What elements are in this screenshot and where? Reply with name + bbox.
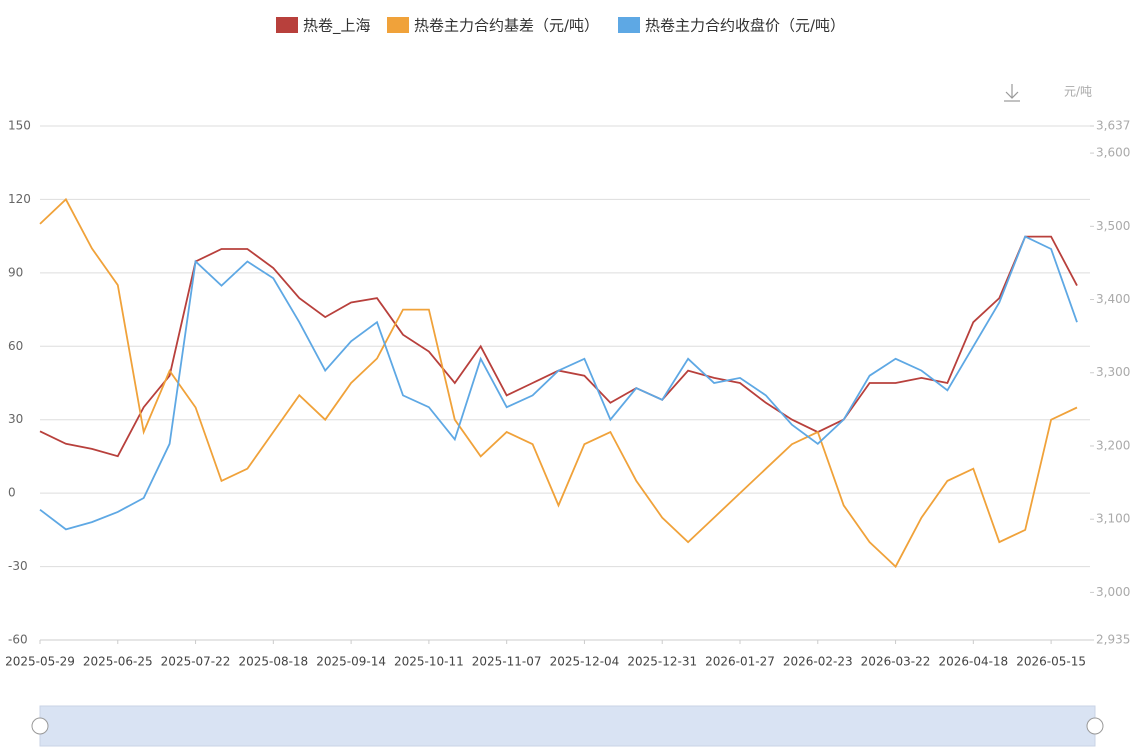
- x-tick-label: 2026-02-23: [783, 655, 853, 669]
- y-tick-label: -30: [8, 559, 28, 573]
- x-tick-label: 2026-04-18: [938, 655, 1008, 669]
- y-tick-label: 90: [8, 265, 23, 279]
- legend: 热卷_上海 热卷主力合约基差（元/吨） 热卷主力合约收盘价（元/吨）: [276, 17, 845, 36]
- series-line: [39, 197, 1078, 569]
- legend-swatch: [387, 17, 409, 33]
- y-tick-label: 30: [8, 412, 23, 426]
- x-tick-label: 2025-05-29: [5, 655, 75, 669]
- y2-tick-label: 3,500: [1096, 219, 1130, 233]
- y2-axis-label: 元/吨: [1064, 85, 1092, 99]
- x-tick-label: 2025-08-18: [238, 655, 308, 669]
- y-tick-label: 150: [8, 119, 31, 133]
- legend-label: 热卷主力合约收盘价（元/吨）: [645, 17, 845, 35]
- legend-swatch: [618, 17, 640, 33]
- x-tick-label: 2025-07-22: [161, 655, 231, 669]
- zoom-track: [39, 705, 1096, 747]
- y-tick-label: 120: [8, 192, 31, 206]
- y2-tick-label: 3,600: [1096, 146, 1130, 160]
- x-tick-label: 2025-11-07: [472, 655, 542, 669]
- y-tick-label: 60: [8, 339, 23, 353]
- zoom-handle[interactable]: [1086, 717, 1104, 735]
- x-tick-label: 2025-06-25: [83, 655, 153, 669]
- zoom-handle[interactable]: [31, 717, 49, 735]
- legend-label: 热卷主力合约基差（元/吨）: [414, 17, 599, 35]
- x-tick-label: 2026-01-27: [705, 655, 775, 669]
- y2-tick-label: 3,300: [1096, 365, 1130, 379]
- series-line: [39, 235, 1078, 531]
- x-tick-label: 2026-03-22: [861, 655, 931, 669]
- download-icon[interactable]: [1004, 84, 1020, 102]
- y2-tick-label: 3,400: [1096, 292, 1130, 306]
- y-tick-label: -60: [8, 633, 28, 647]
- y2-tick-label: 3,200: [1096, 438, 1130, 452]
- x-tick-label: 2025-10-11: [394, 655, 464, 669]
- y-tick-label: 0: [8, 486, 16, 500]
- data-zoom[interactable]: [31, 705, 1104, 747]
- y2-tick-label: 3,637: [1096, 119, 1130, 133]
- x-tick-label: 2025-12-31: [627, 655, 697, 669]
- legend-swatch: [276, 17, 298, 33]
- x-tick-label: 2026-05-15: [1016, 655, 1086, 669]
- legend-label: 热卷_上海: [303, 17, 371, 36]
- y2-tick-label: 2,935: [1096, 633, 1130, 647]
- x-tick-label: 2025-09-14: [316, 655, 386, 669]
- y2-tick-label: 3,000: [1096, 585, 1130, 599]
- x-tick-label: 2025-12-04: [550, 655, 620, 669]
- y2-tick-label: 3,100: [1096, 512, 1130, 526]
